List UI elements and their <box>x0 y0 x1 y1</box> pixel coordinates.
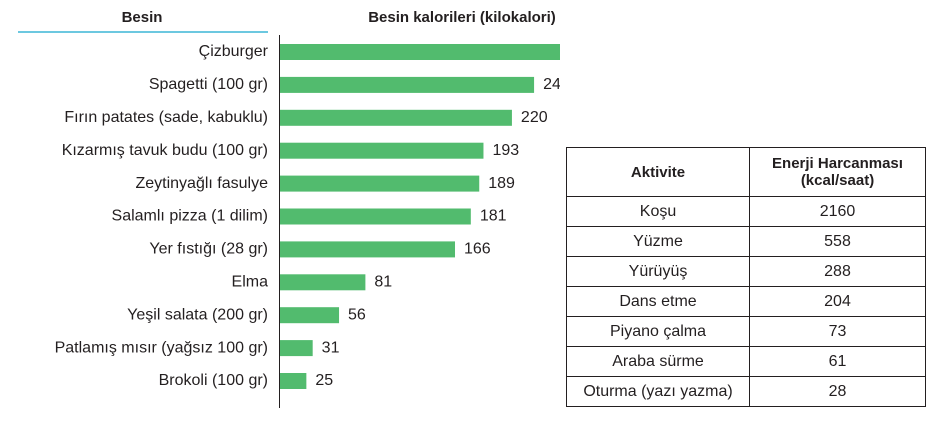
table-row: Yürüyüş 288 <box>566 256 926 287</box>
table-header: Enerji Harcanması (kcal/saat) <box>749 147 926 197</box>
value-label: 181 <box>480 208 507 225</box>
table-cell: Piyano çalma <box>566 316 750 347</box>
bar <box>280 142 484 159</box>
bar <box>280 307 340 324</box>
table-cell: 28 <box>749 376 926 407</box>
table-row: Yüzme 558 <box>566 226 926 257</box>
table-cell: Araba sürme <box>566 346 750 377</box>
category-label: Yeşil salata (200 gr) <box>127 306 268 323</box>
table-row: Oturma (yazı yazma) 28 <box>566 376 926 407</box>
category-label: Çizburger <box>199 43 269 60</box>
bar <box>280 373 307 389</box>
table-row: Piyano çalma 73 <box>566 316 926 347</box>
bar <box>280 44 560 60</box>
category-label: Brokoli (100 gr) <box>159 372 268 389</box>
table-cell: Koşu <box>566 196 750 227</box>
category-header: Besin <box>122 9 163 26</box>
value-label: 193 <box>492 142 519 159</box>
activity-table: Aktivite Enerji Harcanması (kcal/saat) K… <box>566 147 926 407</box>
table-cell: 558 <box>749 226 926 257</box>
table-cell: 204 <box>749 286 926 317</box>
bar <box>280 175 480 192</box>
bar <box>280 76 535 93</box>
category-label: Salamlı pizza (1 dilim) <box>112 208 268 225</box>
value-label: 25 <box>315 372 333 389</box>
bar <box>280 340 313 357</box>
chart: Besin Besin kalorileri (kilokalori) Çizb… <box>18 9 560 408</box>
table-cell: 2160 <box>749 196 926 227</box>
category-label: Kızarmış tavuk budu (100 gr) <box>62 142 268 159</box>
bar <box>280 208 471 225</box>
value-label: 31 <box>322 339 340 356</box>
bar <box>280 241 456 258</box>
table-cell: Dans etme <box>566 286 750 317</box>
value-label: 56 <box>348 306 366 323</box>
category-label: Spagetti (100 gr) <box>149 76 268 93</box>
table-cell: Oturma (yazı yazma) <box>566 376 750 407</box>
table-cell: Yürüyüş <box>566 256 750 287</box>
category-label: Yer fıstığı (28 gr) <box>149 241 268 258</box>
category-label: Zeytinyağlı fasulye <box>135 175 268 192</box>
table-row: Koşu 2160 <box>566 196 926 227</box>
value-label: 220 <box>521 109 548 126</box>
category-label: Fırın patates (sade, kabuklu) <box>64 109 268 126</box>
table-row: Dans etme 204 <box>566 286 926 317</box>
bar <box>280 109 512 126</box>
table-cell: Yüzme <box>566 226 750 257</box>
value-label: 166 <box>464 241 491 258</box>
table-header: Aktivite <box>566 147 750 197</box>
bar <box>280 274 366 291</box>
table-row: Araba sürme 61 <box>566 346 926 377</box>
table-cell: 288 <box>749 256 926 287</box>
category-label: Elma <box>232 274 269 291</box>
value-label: 81 <box>374 274 392 291</box>
category-label: Patlamış mısır (yağsız 100 gr) <box>55 339 268 356</box>
value-label: 241 <box>543 76 560 93</box>
chart-title: Besin kalorileri (kilokalori) <box>368 9 556 26</box>
table-cell: 73 <box>749 316 926 347</box>
value-label: 189 <box>488 175 515 192</box>
table-cell: 61 <box>749 346 926 377</box>
